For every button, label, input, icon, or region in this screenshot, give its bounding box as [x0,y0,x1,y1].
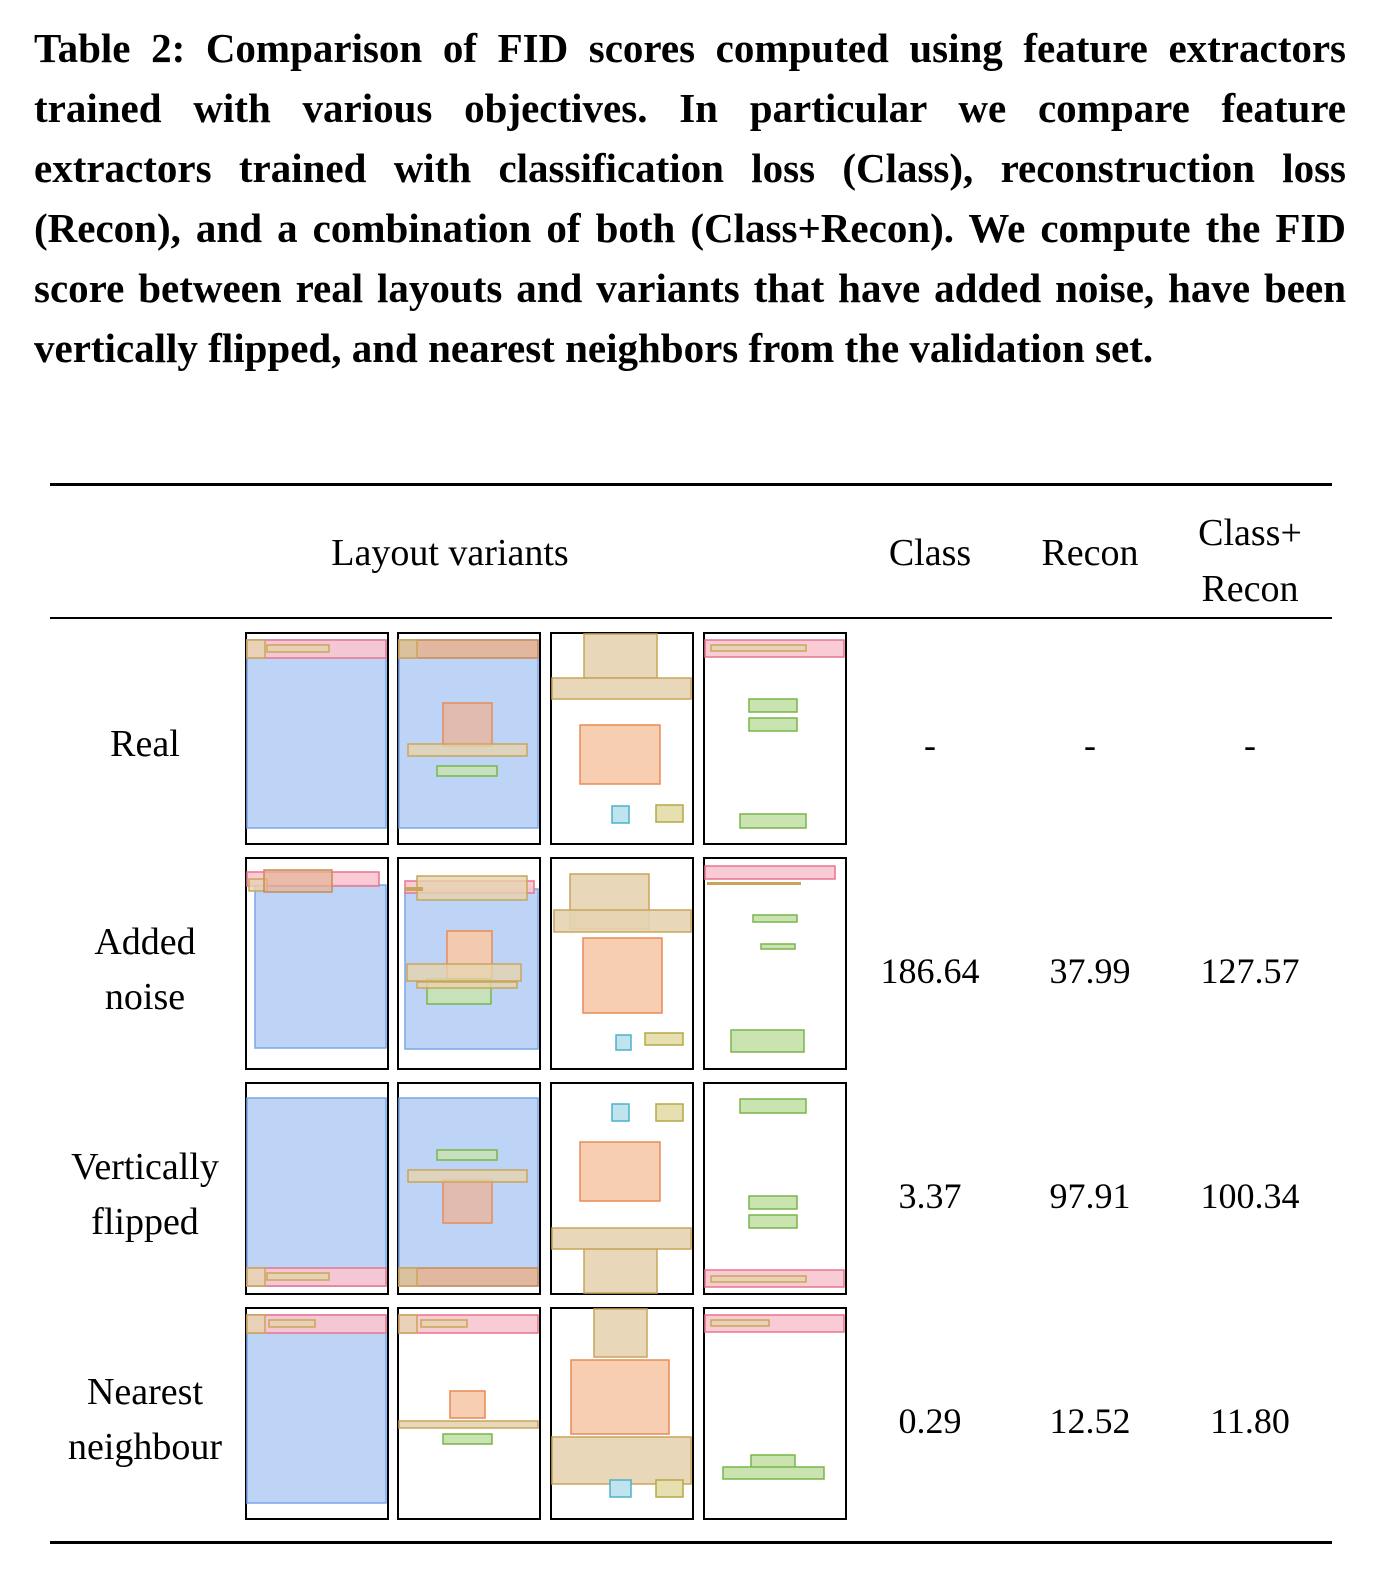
row-label-real: Real [40,717,250,772]
top-rule [50,483,1332,486]
cell-flipped-class: 3.37 [898,1176,962,1216]
header-class: Class [888,532,972,574]
row-label-line: noise [104,976,186,1018]
row-label-nearest-neighbour: Nearest neighbour [40,1365,250,1475]
cell-nearest-class: 0.29 [898,1401,962,1441]
row-label-line: Real [110,723,180,765]
layout-thumbnail [397,1082,541,1295]
layout-thumbnail [703,857,847,1070]
row-label-line: Added [94,921,196,963]
row-label-line: neighbour [67,1426,223,1468]
layout-thumbnail [245,1307,389,1520]
header-class-recon: Class+ Recon [1180,505,1320,617]
header-rule [50,617,1332,619]
layout-thumbnail [550,1082,694,1295]
layout-thumbnail [703,1082,847,1295]
cell-real-recon: - [1084,725,1096,765]
cell-nearest-recon: 12.52 [1049,1401,1131,1441]
table-caption: Table 2: Comparison of FID scores comput… [34,25,1346,371]
row-label-line: flipped [91,1201,199,1243]
row-label-line: Nearest [86,1371,204,1413]
layout-thumbnail [550,1307,694,1520]
cell-nearest-class-recon: 11.80 [1210,1401,1290,1441]
layout-thumbnail [703,1307,847,1520]
layout-thumbnail [245,1082,389,1295]
cell-real-class-recon: - [1244,725,1256,765]
cell-noise-recon: 37.99 [1049,951,1131,991]
layout-thumbnail [397,632,541,845]
header-class-recon-line1: Class+ [1198,512,1302,554]
header-class-recon-line2: Recon [1201,568,1299,610]
layout-thumbnail [550,857,694,1070]
cell-noise-class: 186.64 [880,951,980,991]
header-recon: Recon [1041,532,1139,574]
cell-noise-class-recon: 127.57 [1200,951,1300,991]
layout-thumbnail [703,632,847,845]
bottom-rule [50,1541,1332,1544]
row-label-line: Vertically [71,1146,219,1188]
row-label-vertically-flipped: Vertically flipped [40,1140,250,1250]
layout-thumbnail [245,632,389,845]
cell-real-class: - [924,725,936,765]
layout-thumbnail [397,1307,541,1520]
layout-thumbnail [245,857,389,1070]
cell-flipped-class-recon: 100.34 [1200,1176,1300,1216]
layout-thumbnail [397,857,541,1070]
header-layout-variants: Layout variants [331,532,569,574]
layout-thumbnail [550,632,694,845]
cell-flipped-recon: 97.91 [1049,1176,1131,1216]
row-label-added-noise: Added noise [40,915,250,1025]
